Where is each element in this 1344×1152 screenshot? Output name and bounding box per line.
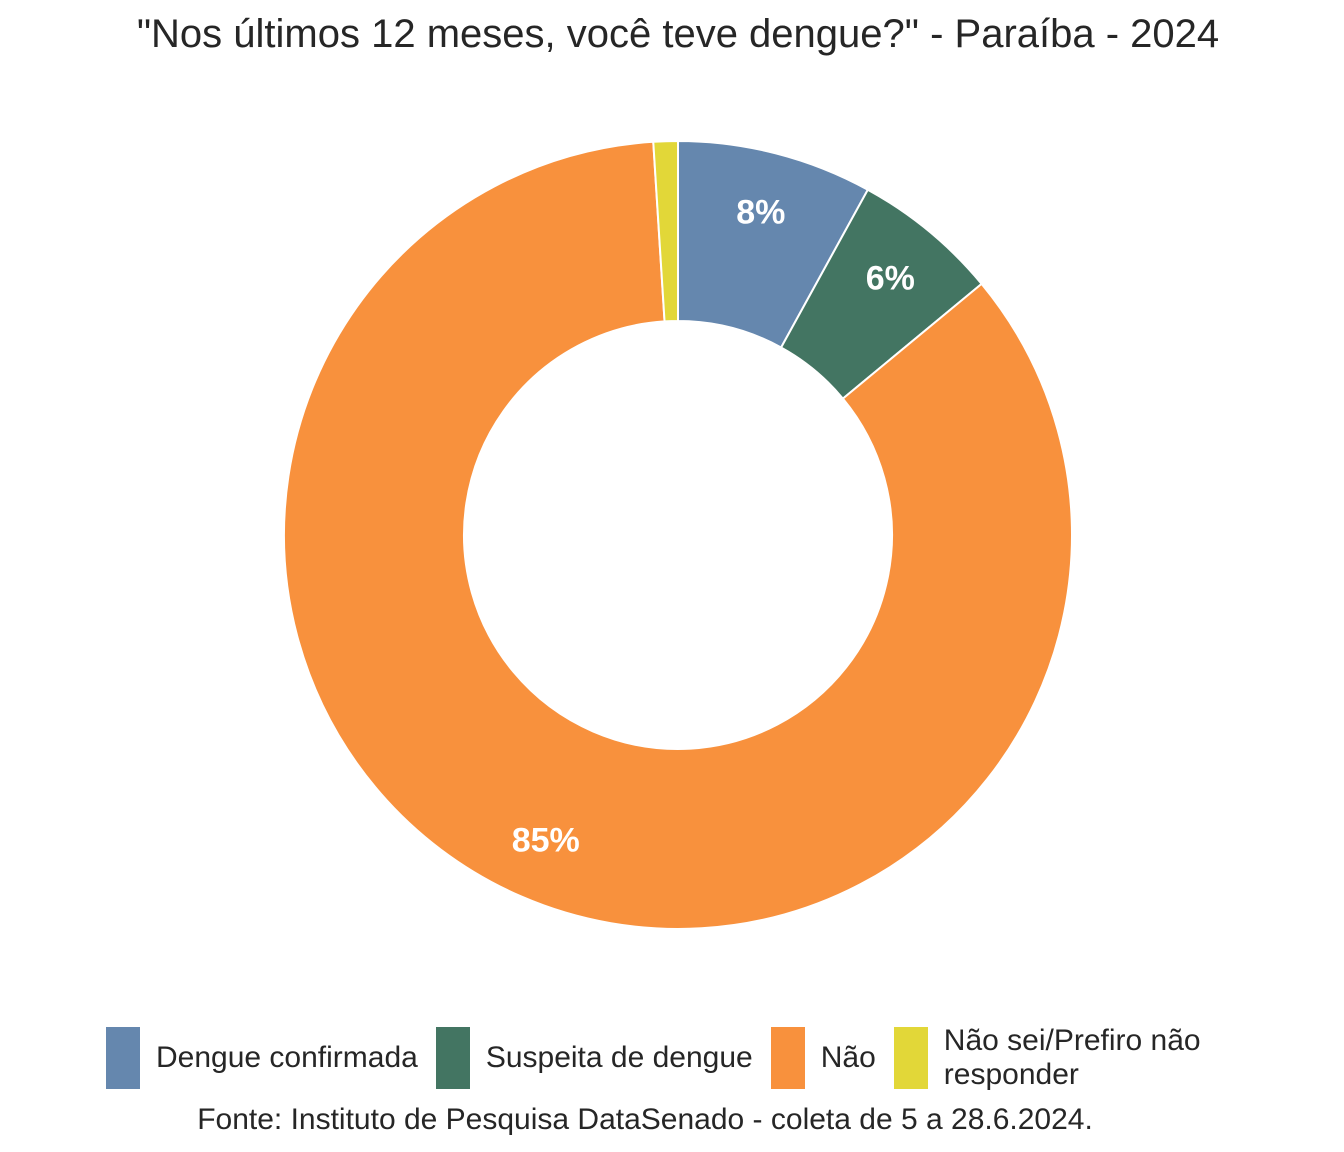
slice-label-dengue-confirmada: 8% <box>736 193 785 231</box>
slice-label-nao: 85% <box>512 822 580 860</box>
legend-item-suspeita-de-dengue: Suspeita de dengue <box>435 1027 753 1089</box>
legend: Dengue confirmada Suspeita de dengue Não… <box>106 1024 1262 1092</box>
donut-chart: 8% 6% 85% <box>283 139 1073 930</box>
chart-title: "Nos últimos 12 meses, você teve dengue?… <box>136 12 1220 56</box>
legend-swatch <box>435 1027 470 1089</box>
slice-nao-sei <box>652 139 679 323</box>
legend-label: Não sei/Prefiro não responder <box>943 1024 1201 1091</box>
legend-label: Suspeita de dengue <box>485 1041 753 1074</box>
legend-label: Dengue confirmada <box>156 1041 418 1074</box>
chart-caption: Fonte: Instituto de Pesquisa DataSenado … <box>197 1103 1093 1136</box>
legend-swatch <box>106 1027 140 1089</box>
slice-label-suspeita-de-dengue: 6% <box>866 259 915 297</box>
legend-label: Não <box>820 1041 876 1074</box>
slice-nao <box>283 140 1073 930</box>
legend-swatch <box>770 1027 805 1089</box>
slice-labels: 8% 6% 85% <box>512 193 915 859</box>
legend-item-nao-sei: Não sei/Prefiro não responder <box>893 1024 1244 1092</box>
legend-item-nao: Não <box>770 1027 876 1089</box>
legend-swatch <box>893 1027 928 1089</box>
donut-slices <box>283 139 1073 930</box>
legend-item-dengue-confirmada: Dengue confirmada <box>106 1027 418 1089</box>
